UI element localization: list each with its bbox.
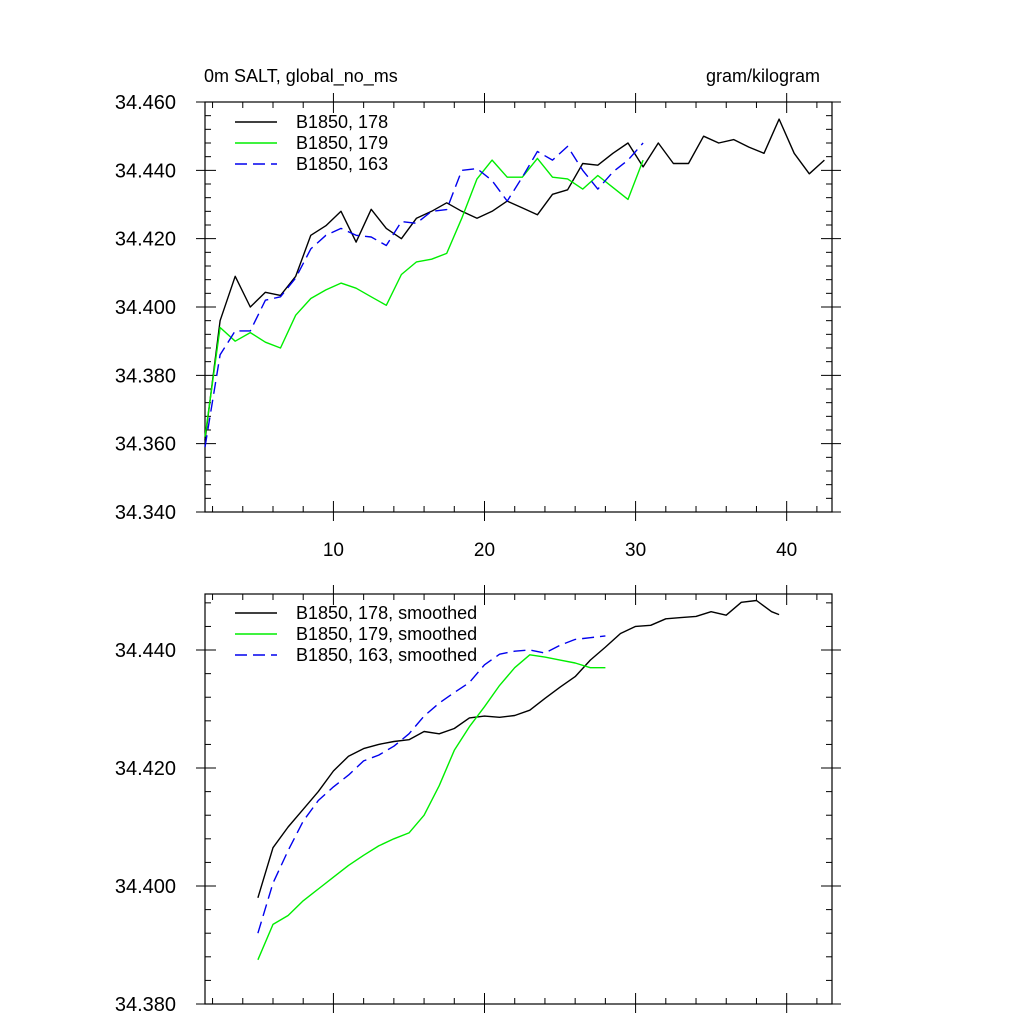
legend-entry-label: B1850, 163, smoothed	[296, 645, 477, 665]
y-tick-label: 34.360	[115, 434, 176, 456]
series-line-1	[257, 599, 780, 899]
top-salinity-panel: 10 20 30 40 34.340 34.360 34.380 34.400 34.420 34…	[115, 92, 841, 561]
y-tick-label: 34.420	[115, 758, 176, 780]
y-tick-label: 34.440	[115, 160, 176, 182]
bottom-smoothed-salinity-panel: 34.380 34.400 34.420 34.440 B1850, 178, smoo…	[115, 585, 841, 1016]
y-tick-label: 34.340	[115, 502, 176, 524]
y-tick-label: 34.460	[115, 92, 176, 114]
y-tick-label: 34.440	[115, 640, 176, 662]
series-line-3	[257, 635, 606, 934]
plot-frame	[204, 593, 833, 1005]
y-tick-label: 34.380	[115, 994, 176, 1016]
y-tick-label: 34.420	[115, 229, 176, 251]
x-tick-label: 40	[776, 540, 797, 561]
legend-entry-label: B1850, 178, smoothed	[296, 603, 477, 623]
y-tick-label: 34.400	[115, 297, 176, 319]
series-line-2	[257, 654, 606, 961]
legend-entry-label: B1850, 163	[296, 154, 388, 174]
legend-entry-label: B1850, 179	[296, 133, 388, 153]
series-line-3	[204, 142, 644, 448]
legend-entry-label: B1850, 179, smoothed	[296, 624, 477, 644]
x-tick-label: 30	[625, 540, 646, 561]
axis-ticks	[196, 585, 841, 1013]
chart-title-left: 0m SALT, global_no_ms	[204, 66, 398, 87]
x-tick-label: 20	[474, 540, 495, 561]
axis-ticks	[196, 93, 841, 521]
series-line-1	[204, 118, 825, 441]
y-tick-label: 34.400	[115, 876, 176, 898]
series-line-2	[204, 157, 644, 437]
chart-units-label: gram/kilogram	[706, 66, 820, 86]
y-tick-label: 34.380	[115, 365, 176, 387]
legend-entry-label: B1850, 178	[296, 112, 388, 132]
x-tick-label: 10	[323, 540, 344, 561]
